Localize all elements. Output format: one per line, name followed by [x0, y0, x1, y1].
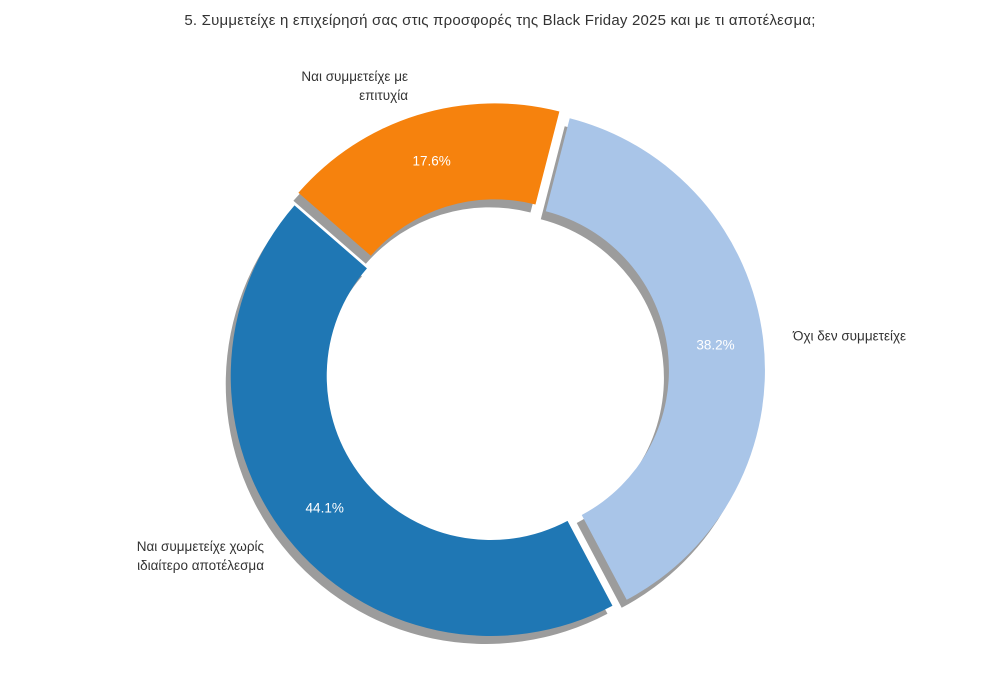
slice-category-label-1: Όχι δεν συμμετείχε: [793, 328, 907, 344]
pie-slice-0[interactable]: [298, 103, 560, 256]
slice-percent-label: 44.1%: [306, 500, 344, 515]
slice-percent-label: 17.6%: [412, 153, 450, 168]
slice-percent-label: 38.2%: [696, 338, 734, 353]
pie-slice-1[interactable]: [545, 118, 765, 600]
slice-category-label-2: Ναι συμμετείχε χωρίς ιδιαίτερο αποτέλεσμ…: [136, 538, 264, 573]
pie-slice-2[interactable]: [230, 205, 613, 636]
slice-category-label-0: Ναι συμμετείχε με επιτυχία: [301, 68, 408, 103]
chart-title: 5. Συμμετείχε η επιχείρησή σας στις προσ…: [184, 12, 816, 29]
